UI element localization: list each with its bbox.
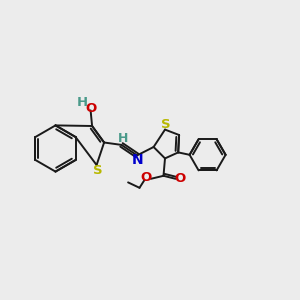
Text: H: H [118, 132, 128, 145]
Text: O: O [174, 172, 186, 185]
Text: O: O [140, 171, 152, 184]
Text: S: S [93, 164, 103, 177]
Text: S: S [161, 118, 170, 131]
Text: N: N [132, 153, 144, 166]
Text: H: H [77, 96, 88, 110]
Text: O: O [85, 102, 96, 115]
